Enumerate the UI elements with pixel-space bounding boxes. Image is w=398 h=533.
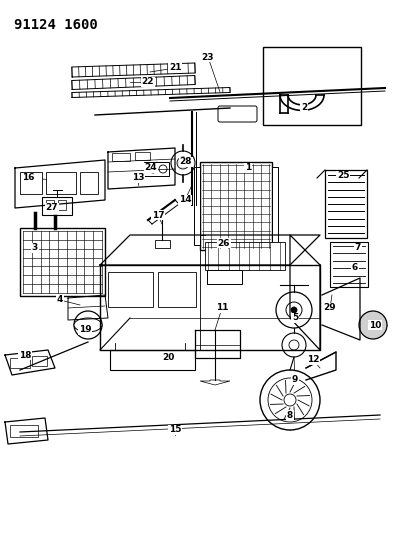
Text: 13: 13 xyxy=(132,174,144,182)
Bar xyxy=(200,162,272,250)
Bar xyxy=(205,242,285,270)
Text: 16: 16 xyxy=(22,174,34,182)
Circle shape xyxy=(284,394,296,406)
Text: 23: 23 xyxy=(202,52,214,61)
Circle shape xyxy=(260,370,320,430)
Bar xyxy=(20,228,105,296)
Bar xyxy=(325,170,367,238)
Text: 14: 14 xyxy=(179,196,191,205)
Circle shape xyxy=(359,311,387,339)
Bar xyxy=(263,47,361,125)
Text: 18: 18 xyxy=(19,351,31,359)
Bar xyxy=(42,197,72,215)
Bar xyxy=(10,358,30,368)
Text: 17: 17 xyxy=(152,211,164,220)
Text: 26: 26 xyxy=(218,238,230,247)
Text: 6: 6 xyxy=(352,263,358,272)
Text: 27: 27 xyxy=(46,204,59,213)
Circle shape xyxy=(171,151,195,175)
Circle shape xyxy=(149,165,157,173)
Bar xyxy=(155,240,170,248)
Bar xyxy=(207,270,242,284)
Text: 12: 12 xyxy=(307,356,319,365)
Text: 2: 2 xyxy=(301,103,307,112)
Text: 9: 9 xyxy=(292,376,298,384)
Bar xyxy=(80,172,98,194)
FancyBboxPatch shape xyxy=(218,106,257,122)
Bar xyxy=(58,200,66,210)
Circle shape xyxy=(74,311,102,339)
Text: 4: 4 xyxy=(57,295,63,304)
Circle shape xyxy=(276,292,312,328)
Circle shape xyxy=(286,302,302,318)
Bar xyxy=(194,167,200,245)
Text: 24: 24 xyxy=(145,164,157,173)
Text: 29: 29 xyxy=(324,303,336,312)
Circle shape xyxy=(159,165,167,173)
Text: 8: 8 xyxy=(287,410,293,419)
Circle shape xyxy=(291,307,297,313)
Circle shape xyxy=(268,378,312,422)
Text: 15: 15 xyxy=(169,425,181,434)
Bar xyxy=(108,272,153,307)
Text: 5: 5 xyxy=(292,313,298,322)
Bar xyxy=(110,350,195,370)
Bar xyxy=(158,272,196,307)
Circle shape xyxy=(82,319,94,331)
Text: 11: 11 xyxy=(216,303,228,312)
Text: 10: 10 xyxy=(369,320,381,329)
Text: 28: 28 xyxy=(180,157,192,166)
Text: 20: 20 xyxy=(162,353,174,362)
Bar xyxy=(32,356,47,366)
Text: 22: 22 xyxy=(142,77,154,86)
Bar xyxy=(46,200,54,210)
Circle shape xyxy=(177,157,189,169)
Text: 7: 7 xyxy=(355,244,361,253)
Bar xyxy=(144,162,169,176)
Bar xyxy=(135,152,150,160)
FancyArrow shape xyxy=(200,380,230,385)
Bar xyxy=(272,167,278,245)
Text: 25: 25 xyxy=(337,172,349,181)
Text: 19: 19 xyxy=(79,326,91,335)
Bar xyxy=(112,153,130,161)
Bar xyxy=(10,425,38,437)
Circle shape xyxy=(282,333,306,357)
Ellipse shape xyxy=(74,318,102,332)
Text: 21: 21 xyxy=(169,63,181,72)
Bar xyxy=(46,172,76,194)
Text: 1: 1 xyxy=(245,164,251,173)
Bar xyxy=(330,242,368,287)
Polygon shape xyxy=(5,418,48,444)
Circle shape xyxy=(289,340,299,350)
Bar xyxy=(20,172,42,194)
Text: 91124 1600: 91124 1600 xyxy=(14,18,98,32)
Text: 3: 3 xyxy=(32,244,38,253)
